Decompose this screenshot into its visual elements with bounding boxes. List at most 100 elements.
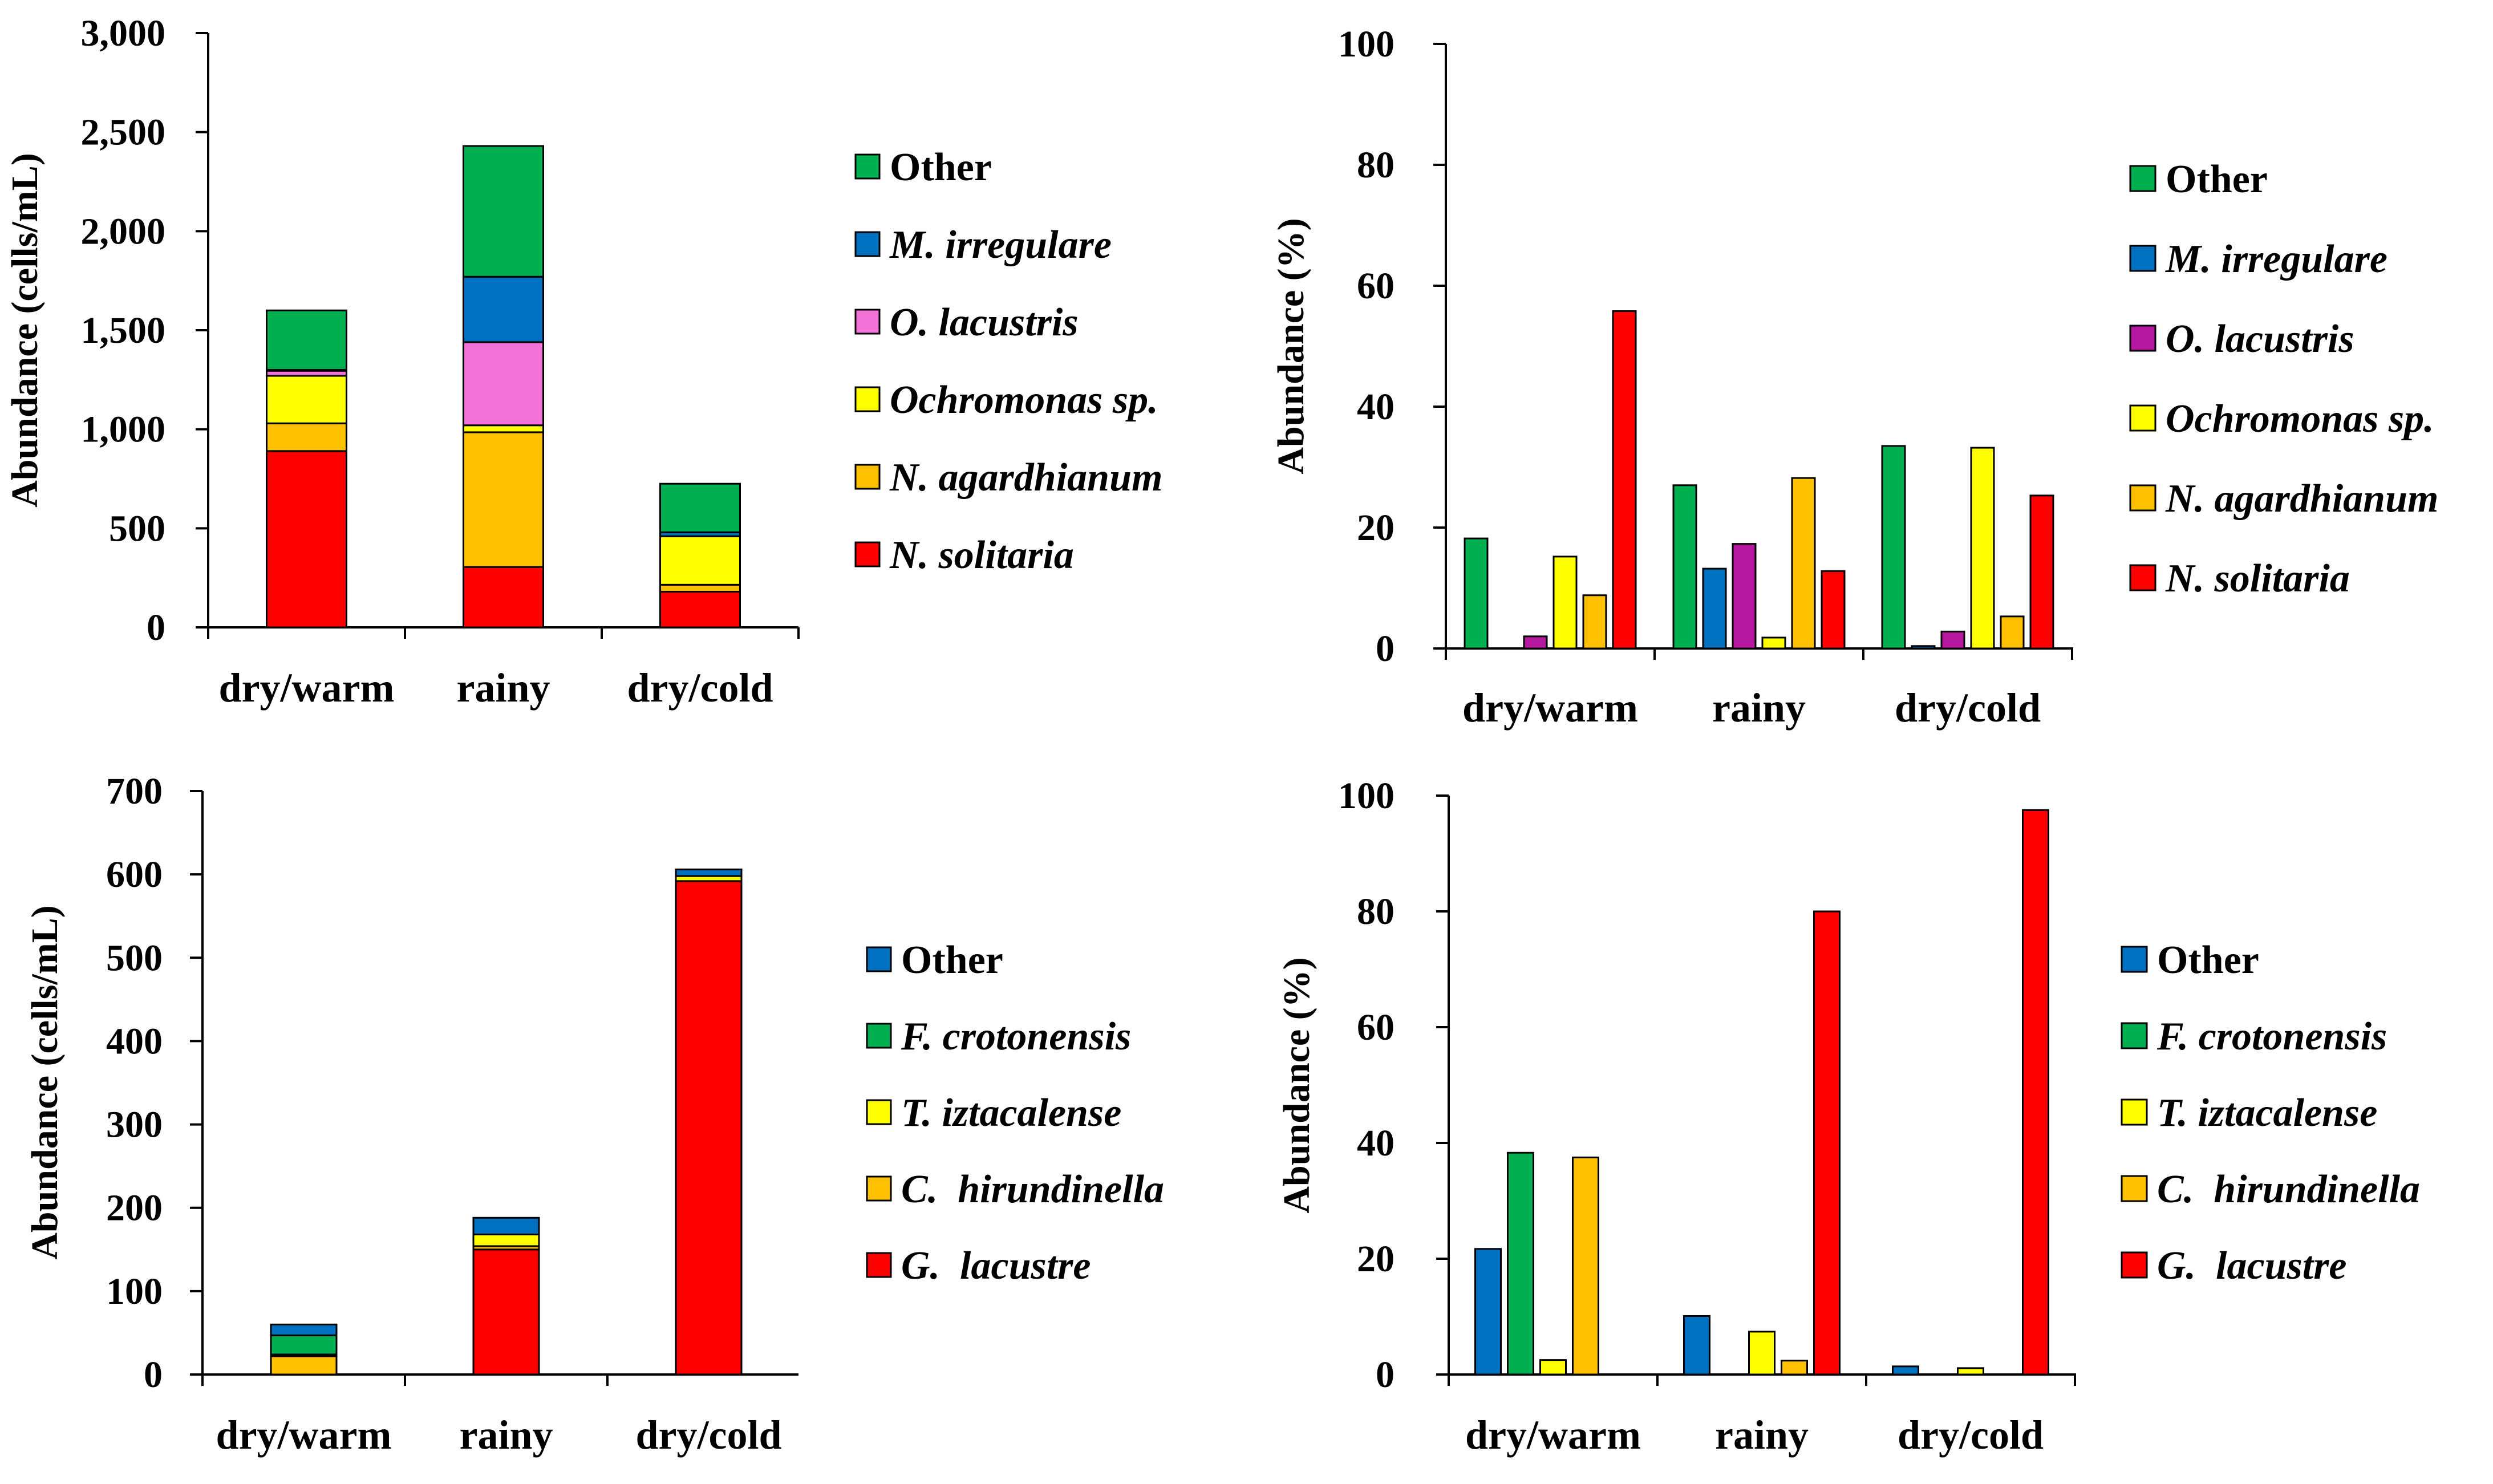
bar-t-iztacalense-dry-cold [1957,1367,1984,1376]
bar-segment-c-hirundinella-dry-warm [270,1355,338,1376]
category-label: dry/cold [635,1412,781,1458]
category-label: rainy [456,665,550,711]
bar-ochromonas-sp-dry-warm [1552,556,1578,650]
y-tick-label: 100 [1338,23,1395,65]
y-tick-label: 1,500 [81,310,166,351]
category-label: dry/warm [1465,1412,1641,1458]
bar-o-lacustris-dry-warm [1523,635,1548,650]
legend-label-f-crotonensis: F. crotonensis [2156,1015,2387,1059]
legend-swatch-c-hirundinella [866,1175,892,1202]
y-tick-label: 1,000 [81,409,166,451]
category-label: dry/cold [627,665,773,711]
category-label: rainy [459,1412,553,1458]
legend-swatch-other [866,946,892,972]
bar-segment-ochromonas-sp-dry-cold [659,535,741,586]
y-tick-label: 2,000 [81,210,166,252]
legend-swatch-g-lacustre [866,1252,892,1278]
legend: Other M. irregulare O. lacustris Ochromonas… [854,145,1162,577]
legend-swatch-g-lacustre [2121,1251,2148,1279]
y-tick-label: 20 [1357,507,1395,549]
legend-label-m-irregulare: M. irregulare [2165,237,2387,281]
chart-a: 0 500 1,000 1,500 2,000 2,500 3,000 dry/warm rai… [4,13,1162,711]
legend-label-o-lacustris: O. lacustris [890,301,1079,344]
y-tick-label: 500 [106,937,163,979]
bar-n-solitaria-dry-warm [1612,310,1637,650]
chart-d: 0 20 40 60 80 100 dry/warm rainy dry/cold Abundan… [1276,775,2420,1458]
legend-swatch-other [2129,165,2156,192]
y-axis-label: Abundance (%) [1276,957,1318,1213]
category-label: dry/warm [216,1412,392,1458]
legend-swatch-t-iztacalense [2121,1098,2148,1126]
bar-n-agardhianum-dry-warm [1582,594,1607,650]
bar-segment-n-solitaria-dry-cold [659,590,741,629]
legend-swatch-n-solitaria [854,541,881,567]
bar-o-lacustris-rainy [1732,543,1757,650]
bar-segment-f-crotonensis-dry-warm [270,1334,338,1356]
bar-segment-other-dry-cold [675,868,743,877]
legend-swatch-m-irregulare [854,231,881,257]
y-tick-label: 20 [1357,1238,1395,1280]
bar-segment-other-rainy [463,145,544,278]
legend-label-n-agardhianum: N. agardhianum [2165,477,2438,521]
bar-segment-n-solitaria-rainy [463,566,544,629]
y-tick-label: 80 [1357,891,1395,932]
bar-segment-g-lacustre-rainy [472,1248,540,1376]
legend-label-f-crotonensis: F. crotonensis [901,1015,1131,1059]
category-label: dry/warm [1462,685,1638,731]
legend-swatch-n-agardhianum [854,464,881,490]
bar-t-iztacalense-rainy [1748,1331,1775,1376]
legend-swatch-n-solitaria [2129,564,2156,591]
bar-segment-n-agardhianum-rainy [463,431,544,568]
category-label: rainy [1715,1412,1809,1458]
bar-segment-n-agardhianum-dry-warm [266,422,347,452]
legend-swatch-ochromonas-sp [2129,404,2156,432]
legend-label-t-iztacalense: T. iztacalense [2157,1091,2377,1135]
legend-swatch-m-irregulare [2129,245,2156,272]
bar-segment-other-rainy [472,1217,540,1235]
legend-label-m-irregulare: M. irregulare [889,223,1112,267]
legend-swatch-other [2121,946,2148,973]
legend-label-g-lacustre: G. lacustre [901,1244,1091,1288]
legend-swatch-c-hirundinella [2121,1175,2148,1202]
y-tick-label: 300 [106,1104,163,1146]
bar-segment-m-irregulare-rainy [463,275,544,343]
bar-segment-ochromonas-sp-dry-warm [266,375,347,424]
legend-swatch-other [854,153,881,180]
y-tick-label: 600 [106,854,163,895]
bar-segment-n-agardhianum-dry-cold [659,583,741,593]
bar-n-solitaria-dry-cold [2029,494,2054,650]
bar-segment-other-dry-cold [659,482,741,533]
bar-m-irregulare-dry-cold [1911,645,1936,650]
y-tick-label: 40 [1357,1122,1395,1164]
y-tick-label: 2,500 [81,112,166,153]
legend: Other F. crotonensis T. iztacalense C. hiru… [2121,938,2420,1288]
legend-label-n-solitaria: N. solitaria [889,533,1074,577]
bar-segment-t-iztacalense-rainy [472,1233,540,1247]
chart-b: 0 20 40 60 80 100 dry/warm rainy dry/cold Abundan… [1270,23,2438,731]
category-label: rainy [1712,685,1806,731]
y-tick-label: 400 [106,1020,163,1062]
bar-g-lacustre-rainy [1813,910,1841,1376]
category-label: dry/cold [1898,1412,2044,1458]
bar-n-agardhianum-rainy [1791,477,1816,650]
bar-segment-o-lacustris-rainy [463,341,544,427]
legend-label-other: Other [2166,157,2268,201]
bar-m-irregulare-rainy [1702,567,1727,650]
bar-segment-n-solitaria-dry-warm [266,450,347,629]
legend-swatch-f-crotonensis [2121,1022,2148,1049]
legend-swatch-t-iztacalense [866,1099,892,1125]
y-tick-label: 40 [1357,386,1395,428]
legend: Other M. irregulare O. lacustris Ochromonas… [2129,157,2438,601]
bar-other-dry-cold [1892,1365,1919,1376]
y-axis-label: Abundance (cells/mL) [4,153,46,508]
y-tick-label: 700 [106,771,163,812]
y-tick-label: 60 [1357,265,1395,307]
legend-label-n-solitaria: N. solitaria [2165,557,2350,601]
legend: Other F. crotonensis T. iztacalense C. hiru… [866,938,1164,1288]
y-tick-label: 0 [1376,1354,1395,1396]
legend-label-g-lacustre: G. lacustre [2157,1244,2347,1288]
bar-c-hirundinella-rainy [1781,1360,1808,1376]
y-axis-label: Abundance (cells/mL) [24,905,66,1260]
